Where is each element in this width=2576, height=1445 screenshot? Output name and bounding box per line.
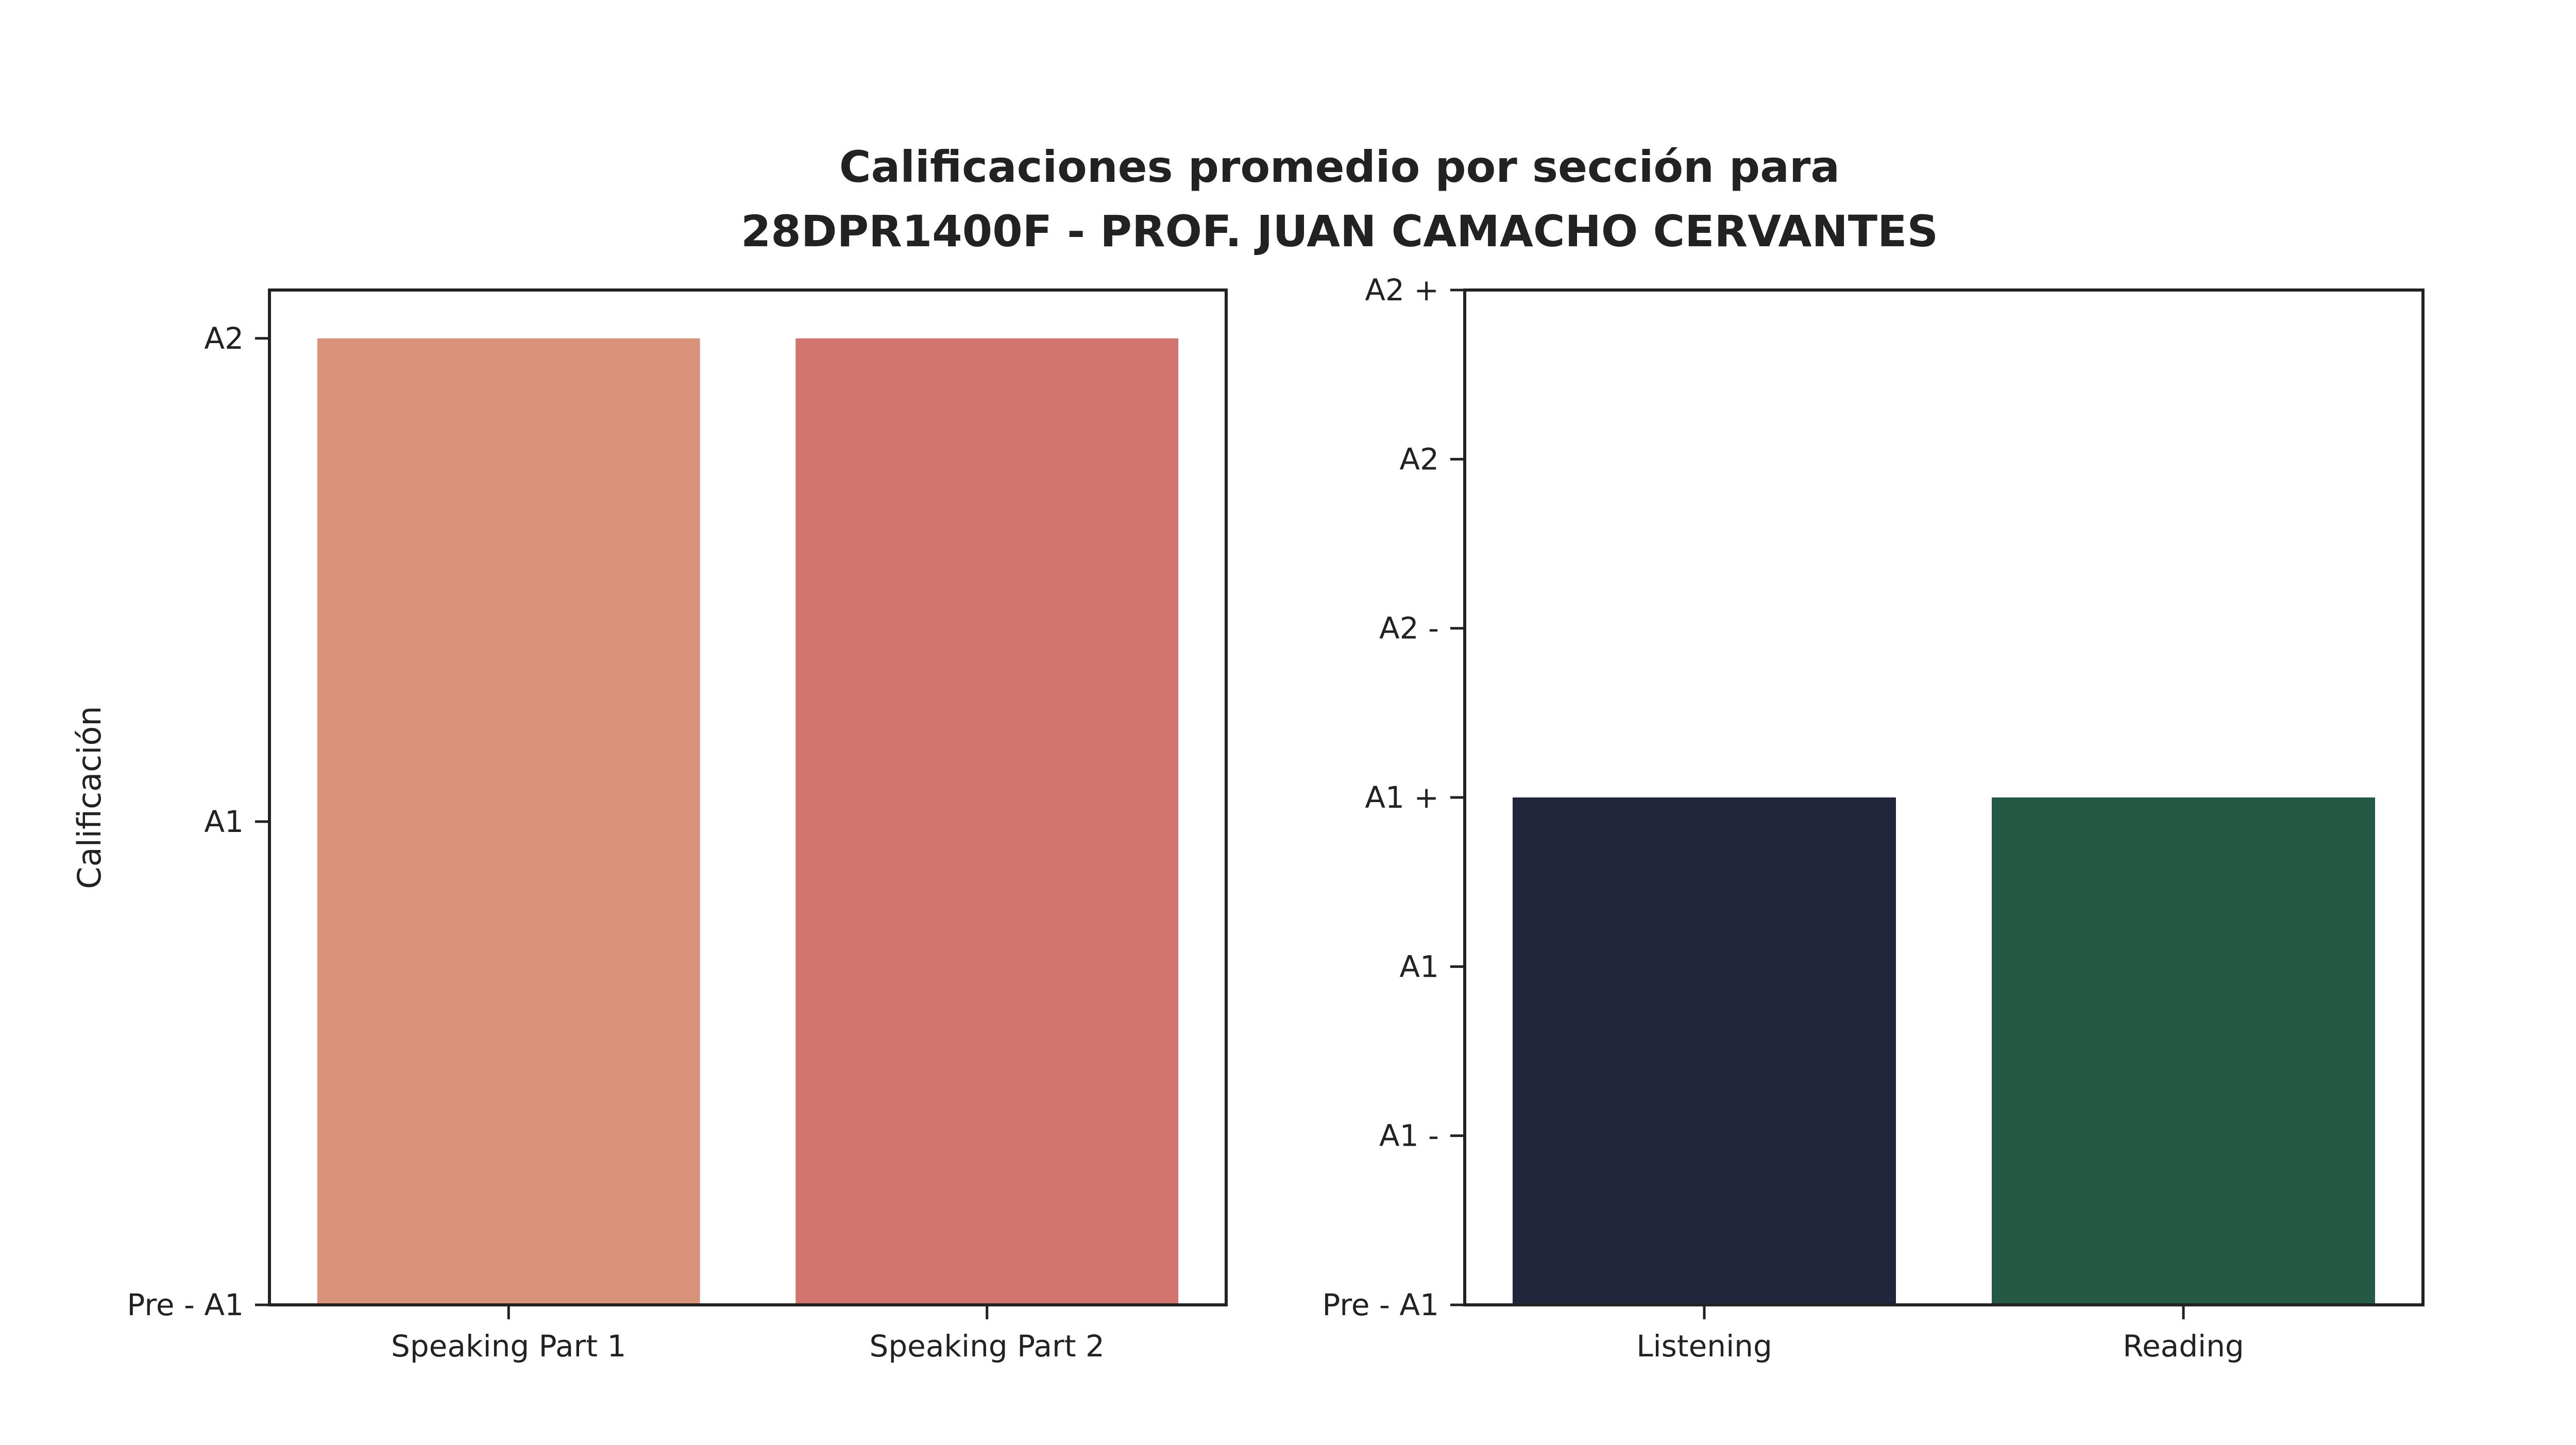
y-tick-label: A1	[1399, 949, 1439, 984]
y-tick-label: A1 -	[1379, 1118, 1439, 1153]
chart-title-line-1: Calificaciones promedio por sección para	[839, 142, 1840, 192]
chart-title: Calificaciones promedio por sección para…	[0, 135, 2576, 264]
x-tick-label: Speaking Part 1	[391, 1329, 626, 1364]
x-tick-label: Reading	[2123, 1329, 2244, 1364]
x-tick-label: Speaking Part 2	[870, 1329, 1105, 1364]
y-tick-label: Pre - A1	[127, 1287, 244, 1322]
y-tick-label: A2 +	[1365, 273, 1439, 308]
x-tick-label: Listening	[1636, 1329, 1772, 1364]
y-tick-label: A2	[1399, 441, 1439, 477]
y-tick-label: A1 +	[1365, 780, 1439, 815]
bar-listening	[1513, 797, 1896, 1305]
bar-reading	[1992, 797, 2375, 1305]
bar-speaking-part-2	[795, 338, 1179, 1305]
axes-frame-left	[268, 288, 1228, 1306]
axes-frame-right	[1463, 288, 2425, 1306]
bar-speaking-part-1	[317, 338, 700, 1305]
chart-title-line-2: 28DPR1400F - PROF. JUAN CAMACHO CERVANTE…	[740, 206, 1939, 257]
y-tick-label: A2 -	[1379, 611, 1439, 646]
y-tick-label: Pre - A1	[1322, 1287, 1439, 1322]
y-tick-label: A2	[204, 321, 244, 356]
y-tick-label: A1	[204, 804, 244, 839]
y-axis-label: Calificación	[71, 706, 108, 889]
